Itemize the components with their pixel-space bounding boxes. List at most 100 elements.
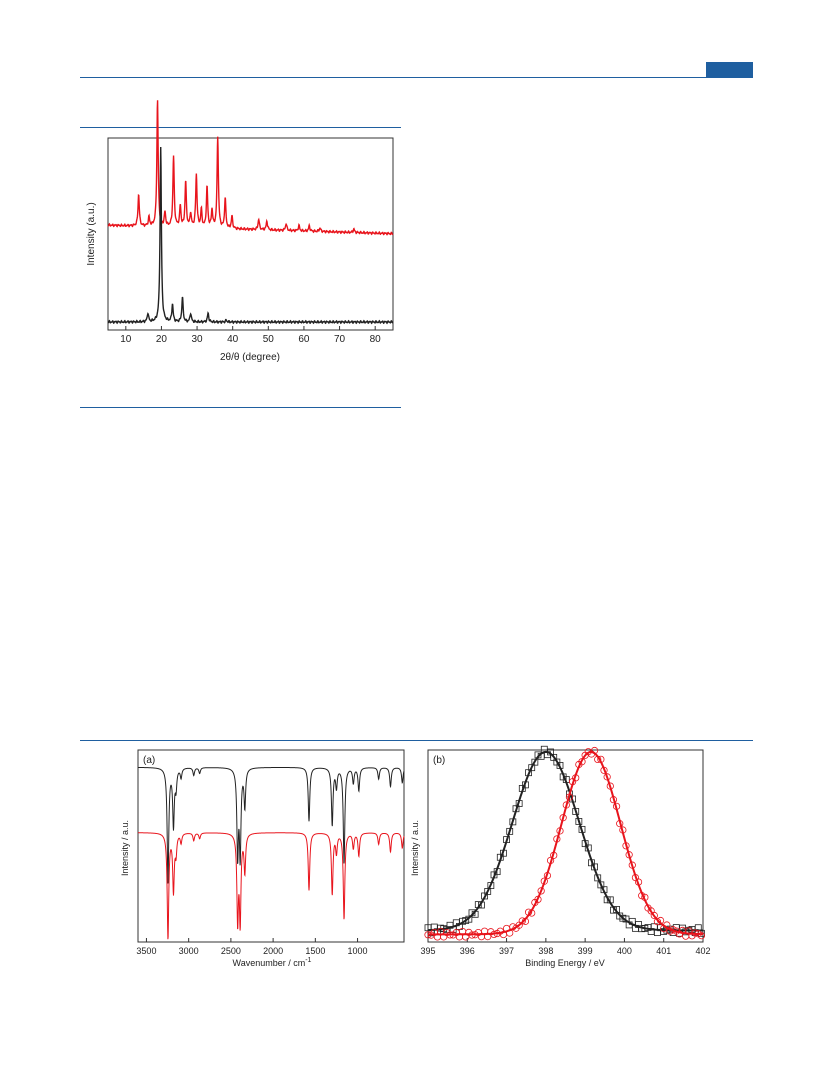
xrd-chart: 10 20 30 40 50 60 70 80 2θ/θ (degree) Intensity…: [86, 100, 394, 363]
xps-data-point: [506, 827, 514, 835]
xps-data-point: [531, 758, 539, 766]
xps-x-tick-label: 396: [460, 946, 475, 956]
xps-data-point: [562, 801, 570, 809]
ir-x-tick-label: 2000: [263, 946, 283, 956]
ir-series-line: [137, 832, 405, 940]
xps-data-point: [612, 802, 621, 810]
xps-data-point: [565, 793, 574, 801]
xps-data-point: [584, 844, 592, 852]
xps-data-point: [600, 766, 608, 774]
xrd-x-tick-label: 70: [334, 334, 346, 345]
xps-chart: (b) 395 396 397 398 399 400 401 402 Binding Ene…: [410, 745, 711, 968]
xps-data-point: [628, 861, 636, 869]
xrd-series-line: [107, 100, 394, 236]
xrd-x-tick-label: 20: [156, 334, 168, 345]
xps-data-point: [597, 755, 605, 763]
ir-x-tick-label: 1500: [305, 946, 325, 956]
xps-x-ticks: 395 396 397 398 399 400 401 402: [420, 938, 711, 956]
xrd-plot-frame: [107, 137, 394, 331]
xps-data-point: [468, 931, 476, 939]
xps-data-point: [553, 835, 561, 843]
xps-plot-frame: [427, 749, 704, 943]
xps-data-point: [603, 773, 611, 781]
header-tab: [706, 62, 753, 77]
ir-x-tick-label: 2500: [221, 946, 241, 956]
xps-data-point: [471, 910, 479, 918]
xps-data-point: [590, 746, 599, 755]
xps-panel-label: (b): [433, 755, 445, 766]
xps-data-point: [528, 909, 536, 917]
xps-data-point: [578, 758, 586, 766]
xps-data-point: [653, 918, 662, 926]
xps-data-point: [559, 814, 567, 822]
figure2-top-rule: [80, 740, 753, 741]
xps-data-point: [594, 874, 602, 882]
xps-data-point: [556, 827, 564, 835]
ir-series-line: [137, 766, 405, 884]
ir-x-tick-label: 1000: [348, 946, 368, 956]
xrd-x-tick-label: 80: [370, 334, 382, 345]
ir-x-axis-label-text: Wavenumber / cm: [233, 958, 306, 968]
xps-data-point: [465, 915, 473, 923]
xps-data-point: [537, 887, 545, 895]
xps-data-point: [534, 895, 542, 903]
ir-x-ticks: 3500 3000 2500 2000 1500 1000: [136, 938, 368, 956]
xps-data-point: [572, 774, 580, 782]
ir-x-axis-label: Wavenumber / cm-1: [233, 957, 312, 968]
xrd-x-tick-label: 30: [192, 334, 204, 345]
xrd-x-tick-label: 10: [120, 334, 132, 345]
xps-data-point: [500, 849, 507, 857]
xrd-x-tick-label: 40: [227, 334, 239, 345]
ir-x-tick-label: 3500: [136, 946, 156, 956]
xps-data-point: [550, 851, 558, 859]
xps-x-tick-label: 402: [695, 946, 710, 956]
xps-data-point: [634, 878, 643, 886]
xps-data-point: [424, 931, 432, 939]
xps-data-point: [518, 917, 526, 925]
xps-data-point: [490, 930, 498, 939]
xps-data-point: [515, 800, 523, 807]
xps-x-tick-label: 398: [538, 946, 553, 956]
xps-data-point: [575, 818, 583, 825]
xrd-x-ticks: 10 20 30 40 50 60 70 80: [120, 326, 381, 345]
xps-data-point: [546, 856, 555, 865]
ir-panel-label: (a): [143, 755, 155, 766]
xps-data-point: [503, 836, 510, 844]
xps-x-tick-label: 399: [578, 946, 593, 956]
figure1-bottom-rule: [80, 407, 401, 408]
xps-data-point: [619, 826, 627, 834]
xps-y-axis-label: Intensity / a.u.: [410, 820, 420, 876]
xps-data-point: [556, 762, 564, 769]
xps-data-point: [622, 842, 630, 850]
xps-fit-line: [427, 750, 703, 932]
xps-data-point: [663, 921, 671, 929]
xps-data-point: [613, 906, 620, 913]
ir-x-axis-label-sup: -1: [305, 957, 311, 964]
ir-y-axis-label: Intensity / a.u.: [120, 820, 130, 876]
xps-data-point: [625, 851, 633, 859]
xps-data-point: [506, 929, 514, 937]
xps-data-point: [697, 932, 706, 940]
xps-data-point: [641, 893, 649, 901]
ir-chart: (a) 3500 3000 2500 2000 1500 1000 Wavenumber …: [120, 749, 405, 968]
xps-x-axis-label: Binding Energy / eV: [525, 958, 605, 968]
xrd-y-axis-label: Intensity (a.u.): [86, 202, 97, 265]
xps-data-point: [616, 820, 624, 828]
xps-data-point: [591, 863, 598, 871]
xrd-x-tick-label: 60: [298, 334, 310, 345]
xps-series: [424, 745, 706, 941]
xps-x-tick-label: 395: [420, 946, 435, 956]
header-rule: [80, 77, 753, 78]
xps-x-tick-label: 401: [656, 946, 671, 956]
ir-plot-frame: [137, 749, 405, 943]
xps-data-point: [606, 782, 614, 790]
ir-series: [137, 766, 405, 940]
xps-data-point: [540, 877, 548, 885]
xps-data-point: [524, 908, 533, 916]
xps-data-point: [606, 896, 614, 904]
xps-data-point: [487, 882, 495, 889]
xps-data-point: [594, 755, 602, 764]
xps-data-point: [578, 825, 586, 833]
xps-data-point: [562, 776, 570, 783]
xps-data-point: [572, 808, 580, 815]
